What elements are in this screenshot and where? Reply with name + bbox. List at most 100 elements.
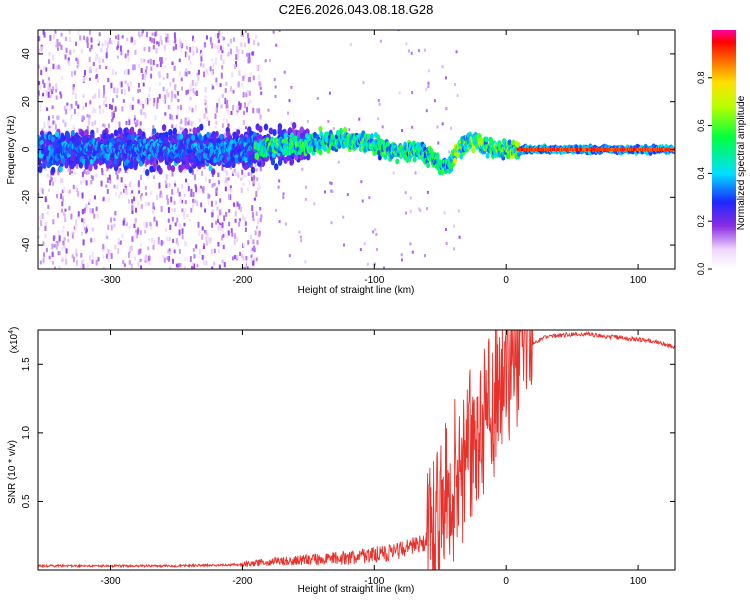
spectrogram-noise-cell (226, 99, 229, 105)
spectrogram-cell (214, 130, 219, 137)
spectrogram-noise-cell (189, 128, 192, 132)
spectrogram-noise-cell (275, 43, 278, 47)
spectrogram-noise-cell (198, 187, 201, 194)
spectrogram-noise-cell (223, 37, 226, 41)
spectrogram-noise-cell (52, 235, 55, 242)
spectrogram-noise-cell (220, 207, 223, 213)
spectrogram-cell (50, 166, 56, 174)
spectrogram-noise-cell (252, 107, 255, 114)
spectrogram-noise-cell (48, 255, 51, 260)
spectrogram-cell (123, 152, 128, 159)
spectrogram-noise-cell (215, 188, 218, 194)
spectrogram-noise-cell (82, 76, 85, 82)
spectrogram-noise-cell (278, 30, 281, 33)
spectrogram-noise-cell (216, 187, 219, 191)
spectrogram-noise-cell (234, 171, 237, 177)
spectrogram-noise-cell (83, 169, 86, 174)
spectrogram-noise-cell (93, 195, 96, 200)
spectrogram-noise-cell (72, 84, 75, 88)
spectrogram-noise-cell (148, 93, 151, 97)
spectrogram-noise-cell (75, 57, 78, 62)
spectrogram-noise-cell (151, 132, 154, 138)
spectrogram-noise-cell (95, 206, 98, 212)
spectrogram-noise-cell (180, 77, 183, 82)
spectrogram-noise-cell (38, 192, 40, 197)
spectrogram-noise-cell (179, 127, 182, 131)
spectrogram-noise-cell (179, 38, 182, 42)
spectrogram-noise-cell (274, 208, 277, 212)
spectrogram-noise-cell (86, 114, 89, 118)
spectrogram-noise-cell (40, 69, 43, 76)
spectrogram-noise-cell (409, 196, 412, 200)
spectrogram-noise-cell (150, 73, 153, 79)
spectrogram-noise-cell (236, 54, 239, 59)
spectrogram-cell (161, 124, 167, 132)
spectrogram-noise-cell (160, 57, 163, 64)
spectrogram-noise-cell (166, 198, 169, 205)
spectrogram-noise-cell (166, 256, 169, 261)
spectrogram-noise-cell (116, 55, 119, 59)
spectrogram-noise-cell (216, 39, 219, 44)
spectrogram-noise-cell (119, 191, 122, 195)
spectrogram-noise-cell (140, 68, 143, 73)
spectrogram-noise-cell (116, 87, 119, 94)
spectrogram-noise-cell (192, 191, 195, 197)
spectrogram-noise-cell (240, 31, 243, 37)
spectrogram-noise-cell (195, 186, 198, 193)
spectrogram-cell (64, 162, 69, 169)
spectrogram-noise-cell (418, 207, 421, 211)
spectrogram-noise-cell (84, 38, 87, 43)
spectrogram-noise-cell (80, 49, 83, 54)
spectrogram-noise-cell (362, 81, 365, 85)
spectrogram-noise-cell (91, 252, 94, 259)
spectrogram-noise-cell (205, 35, 208, 40)
spectrogram-noise-cell (419, 208, 422, 212)
spectrogram-noise-cell (113, 184, 116, 189)
spectrogram-noise-cell (66, 231, 69, 237)
spectrogram-noise-cell (76, 58, 79, 65)
spectrogram-noise-cell (129, 181, 132, 188)
spectrogram-noise-cell (300, 239, 303, 243)
spectrogram-noise-cell (456, 93, 459, 97)
spectrogram-noise-cell (225, 103, 228, 109)
spectrogram-noise-cell (166, 236, 169, 242)
spectrogram-noise-cell (231, 72, 234, 78)
spectrogram-noise-cell (169, 104, 172, 111)
spectrogram-noise-cell (38, 90, 40, 97)
spectrogram-cell (249, 154, 254, 161)
spectrogram-noise-cell (173, 249, 176, 254)
spectrogram-noise-cell (113, 87, 116, 94)
spectrogram-noise-cell (215, 200, 218, 205)
spectrogram-noise-cell (211, 69, 214, 75)
spectrogram-noise-cell (166, 72, 169, 79)
spectrogram-cell (206, 131, 211, 138)
spectrogram-noise-cell (139, 203, 142, 209)
spectrogram-noise-cell (68, 60, 71, 67)
spectrogram-noise-cell (379, 39, 382, 43)
spectrogram-noise-cell (56, 241, 59, 247)
spectrogram-cell (299, 126, 304, 134)
spectrogram-noise-cell (203, 254, 206, 259)
spectrogram-noise-cell (147, 246, 150, 251)
spectrogram-noise-cell (137, 249, 140, 255)
spectrogram-noise-cell (47, 115, 50, 121)
spectrogram-noise-cell (148, 164, 151, 170)
spectrogram-noise-cell (247, 77, 250, 83)
spectrogram-noise-cell (67, 239, 70, 243)
spectrogram-noise-cell (217, 39, 220, 43)
spectrogram-noise-cell (359, 248, 362, 252)
spectrogram-noise-cell (140, 174, 143, 180)
spectrogram-noise-cell (120, 50, 123, 56)
spectrogram-noise-cell (164, 94, 167, 100)
spectrogram-noise-cell (349, 43, 352, 47)
spectrogram-cell (58, 166, 63, 173)
spectrogram-noise-cell (44, 196, 47, 203)
spectrogram-noise-cell (227, 109, 230, 114)
spectrogram-noise-cell (224, 100, 227, 105)
spectrogram-noise-cell (169, 266, 172, 269)
spectrogram-noise-cell (238, 203, 241, 210)
spectrogram-noise-cell (224, 97, 227, 101)
spectrogram-noise-cell (196, 73, 199, 77)
spectrogram-noise-cell (149, 222, 152, 226)
spectrogram-noise-cell (242, 256, 245, 261)
